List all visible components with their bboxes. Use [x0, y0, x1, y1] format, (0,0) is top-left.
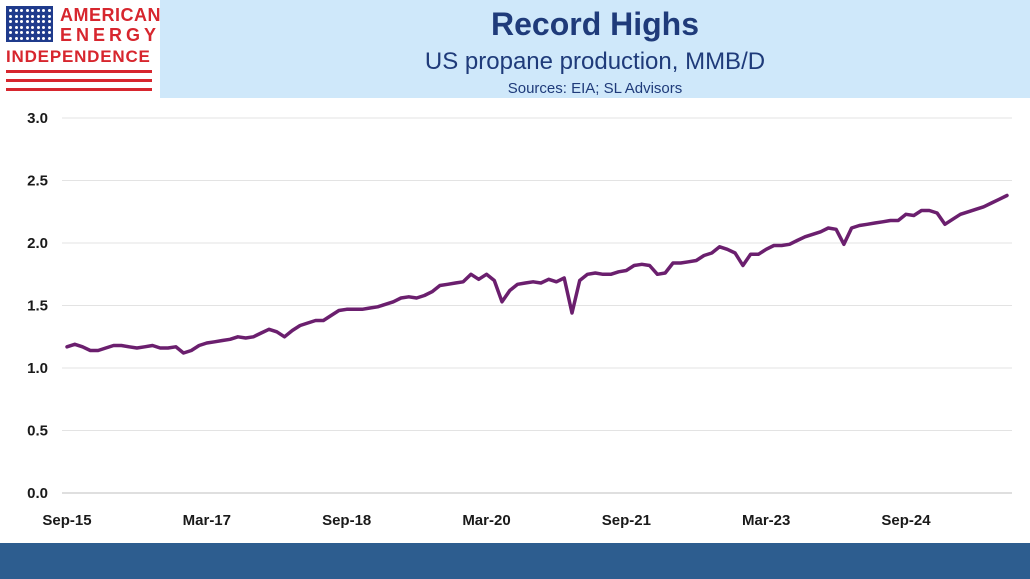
flag-star — [9, 20, 12, 23]
flag-star — [25, 14, 29, 18]
flag-star — [47, 31, 51, 34]
flag-star — [47, 20, 51, 23]
flag-star — [25, 20, 29, 23]
flag-star — [14, 31, 18, 34]
y-tick-label: 0.0 — [27, 485, 48, 502]
flag-star — [31, 14, 34, 18]
flag-star — [9, 9, 12, 12]
y-tick-label: 1.0 — [27, 360, 48, 377]
flag-star — [31, 25, 34, 29]
flag-star — [31, 31, 34, 34]
line-chart: 0.0 0.5 1.0 1.5 2.0 2.5 3.0 Sep-15 Mar-17 Sep-18 M… — [27, 110, 1012, 529]
flag-star — [42, 20, 45, 23]
y-tick-label: 2.5 — [27, 173, 48, 190]
header-banner: Record Highs US propane production, MMB/… — [160, 0, 1030, 98]
flag-star — [36, 36, 40, 40]
chart-subtitle: US propane production, MMB/D — [424, 48, 766, 75]
x-tick-label: Mar-17 — [183, 512, 231, 529]
flag-star — [14, 25, 18, 29]
flag-star — [14, 14, 18, 18]
flag-star — [42, 31, 45, 34]
flag-star — [9, 14, 12, 18]
flag-star — [20, 14, 23, 18]
chart-title: Record Highs — [490, 6, 700, 42]
logo-line-1: AMERICAN — [60, 5, 161, 25]
flag-star — [20, 36, 23, 40]
flag-star — [25, 9, 29, 12]
flag-star — [47, 9, 51, 12]
logo-stripe — [6, 70, 152, 73]
flag-star — [9, 36, 12, 40]
flag-star — [25, 31, 29, 34]
flag-star — [20, 25, 23, 29]
series-line — [65, 193, 1009, 355]
x-tick-label: Mar-23 — [742, 512, 790, 529]
flag-star — [20, 9, 23, 12]
x-tick-label: Mar-20 — [462, 512, 510, 529]
flag-star — [9, 31, 12, 34]
y-tick-label: 0.5 — [27, 423, 48, 440]
flag-star — [42, 9, 45, 12]
footer-bar — [0, 543, 1030, 579]
x-tick-label: Sep-18 — [322, 512, 371, 529]
flag-star — [36, 31, 40, 34]
flag-star — [31, 20, 34, 23]
flag-star — [20, 20, 23, 23]
flag-star — [42, 36, 45, 40]
x-tick-label: Sep-21 — [602, 512, 651, 529]
us-flag-icon — [6, 6, 53, 42]
flag-star — [9, 25, 12, 29]
flag-star — [25, 36, 29, 40]
x-tick-label: Sep-24 — [881, 512, 931, 529]
flag-star — [42, 14, 45, 18]
flag-star — [42, 25, 45, 29]
flag-star — [36, 25, 40, 29]
chart-sources: Sources: EIA; SL Advisors — [507, 80, 683, 97]
y-tick-label: 2.0 — [27, 235, 48, 252]
flag-star — [47, 25, 51, 29]
y-tick-label: 3.0 — [27, 110, 48, 127]
flag-star — [31, 9, 34, 12]
logo-line-3: INDEPENDENCE — [6, 47, 151, 66]
flag-star — [14, 36, 18, 40]
flag-star — [20, 31, 23, 34]
logo: AMERICAN ENERGY INDEPENDENCE — [0, 0, 161, 98]
flag-star — [25, 25, 29, 29]
flag-star — [14, 9, 18, 12]
y-tick-label: 1.5 — [27, 298, 48, 315]
x-tick-label: Sep-15 — [42, 512, 91, 529]
flag-star — [47, 36, 51, 40]
flag-star — [36, 9, 40, 12]
flag-star — [47, 14, 51, 18]
logo-stripe — [6, 88, 152, 91]
flag-star — [31, 36, 34, 40]
logo-stripe — [6, 79, 152, 82]
flag-star — [36, 20, 40, 23]
flag-star — [14, 20, 18, 23]
logo-line-2: ENERGY — [60, 25, 161, 45]
flag-star — [36, 14, 40, 18]
